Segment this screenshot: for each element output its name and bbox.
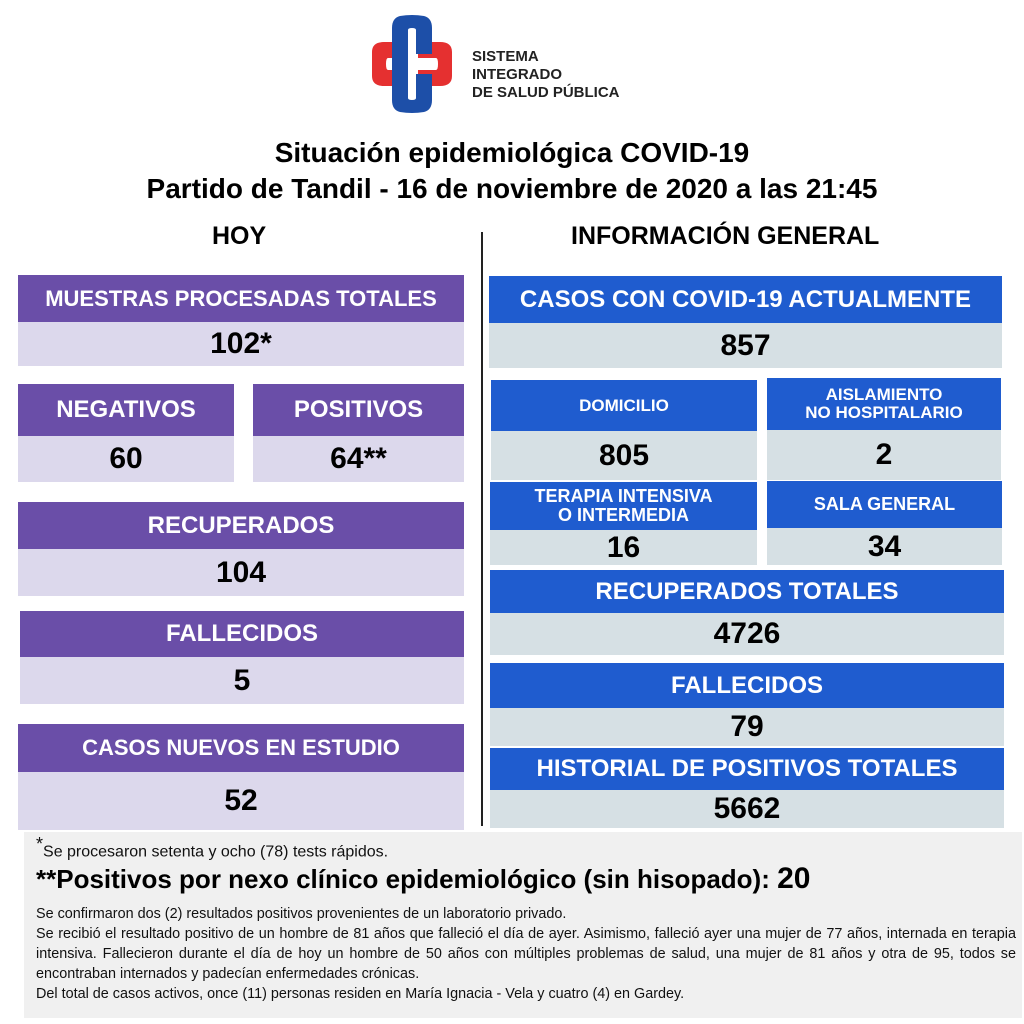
aislamiento-label-2: NO HOSPITALARIO: [805, 403, 963, 422]
sala-general-value: 34: [767, 528, 1002, 565]
recuperados-value: 104: [18, 549, 464, 596]
note-nexo-label: **Positivos por nexo clínico epidemiológ…: [36, 864, 778, 894]
sala-general-label: SALA GENERAL: [767, 481, 1002, 528]
recuperados-totales-label: RECUPERADOS TOTALES: [490, 570, 1004, 613]
logo-line-1: SISTEMA INTEGRADO: [472, 48, 562, 83]
section-general-heading: INFORMACIÓN GENERAL: [571, 222, 880, 250]
muestras-value: 102*: [18, 322, 464, 366]
note-paragraph: Se recibió el resultado positivo de un h…: [36, 926, 1016, 982]
negativos-label: NEGATIVOS: [18, 384, 234, 436]
historial-label: HISTORIAL DE POSITIVOS TOTALES: [490, 748, 1004, 790]
domicilio-value: 805: [491, 431, 757, 480]
fallecidos-hoy-label: FALLECIDOS: [20, 611, 464, 657]
logo-line-2: DE SALUD PÚBLICA: [472, 84, 620, 101]
aislamiento-label-1: AISLAMIENTO: [825, 385, 943, 405]
terapia-label: TERAPIA INTENSIVA O INTERMEDIA: [490, 482, 757, 530]
negativos-value: 60: [18, 436, 234, 482]
note-rapid-tests: *Se procesaron setenta y ocho (78) tests…: [36, 834, 388, 861]
terapia-label-1: TERAPIA INTENSIVA: [534, 486, 713, 507]
note-nexo-value: 20: [777, 862, 811, 895]
domicilio-label: DOMICILIO: [491, 380, 757, 431]
footer-notes: *Se procesaron setenta y ocho (78) tests…: [24, 832, 1022, 1018]
section-hoy-heading: HOY: [212, 222, 267, 250]
muestras-label: MUESTRAS PROCESADAS TOTALES: [18, 275, 464, 322]
note-star: *: [36, 834, 44, 854]
note-paragraph: Del total de casos activos, once (11) pe…: [36, 986, 685, 1002]
column-divider: [481, 232, 483, 826]
fallecidos-totales-value: 79: [490, 708, 1004, 746]
fallecidos-totales-label: FALLECIDOS: [490, 663, 1004, 708]
page-title: Situación epidemiológica COVID-19: [274, 137, 750, 168]
positivos-value: 64**: [253, 436, 464, 482]
page-subtitle: Partido de Tandil - 16 de noviembre de 2…: [146, 173, 878, 204]
fallecidos-hoy-value: 5: [20, 657, 464, 704]
historial-value: 5662: [490, 790, 1004, 828]
note-paragraph: Se confirmaron dos (2) resultados positi…: [36, 906, 567, 922]
terapia-label-2: O INTERMEDIA: [557, 505, 689, 525]
note-paragraphs: Se confirmaron dos (2) resultados positi…: [36, 904, 1016, 1004]
positivos-label: POSITIVOS: [253, 384, 464, 436]
aislamiento-value: 2: [767, 430, 1001, 480]
terapia-value: 16: [490, 530, 757, 565]
casos-actuales-label: CASOS CON COVID-19 ACTUALMENTE: [489, 276, 1002, 323]
recuperados-label: RECUPERADOS: [18, 502, 464, 549]
casos-actuales-value: 857: [489, 323, 1002, 368]
casos-nuevos-label: CASOS NUEVOS EN ESTUDIO: [18, 724, 464, 772]
aislamiento-label: AISLAMIENTO NO HOSPITALARIO: [767, 378, 1001, 430]
logo-cross-icon: [372, 15, 452, 113]
note-rapid-tests-text: Se procesaron setenta y ocho (78) tests …: [43, 843, 389, 861]
logo: SISTEMA INTEGRADO DE SALUD PÚBLICA: [362, 14, 632, 114]
casos-nuevos-value: 52: [18, 772, 464, 830]
note-nexo: **Positivos por nexo clínico epidemiológ…: [36, 862, 810, 896]
recuperados-totales-value: 4726: [490, 613, 1004, 655]
